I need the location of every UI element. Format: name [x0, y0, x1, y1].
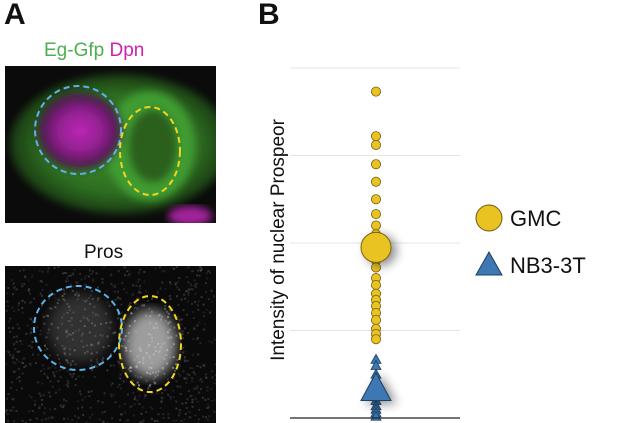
- gmc-point: [370, 159, 381, 170]
- panel-a-top-title: Eg-Gfp Dpn: [44, 40, 144, 62]
- gmc-point: [370, 139, 381, 150]
- eg-gfp-label: Eg-Gfp: [44, 40, 105, 61]
- legend-gmc-marker: [475, 204, 503, 232]
- panel-a-letter: A: [4, 0, 26, 31]
- gmc-point: [370, 194, 381, 205]
- micrograph-eg-gfp-dpn-image: [5, 66, 216, 223]
- gmc-point: [370, 131, 381, 142]
- gmc-outline-top: [119, 106, 181, 196]
- legend-nb3-3t-marker: [475, 250, 503, 276]
- gmc-point: [370, 314, 381, 325]
- micrograph-pros: [5, 266, 216, 423]
- y-axis-label: Intensity of nuclear Prospeor: [268, 118, 289, 361]
- dpn-label: Dpn: [109, 40, 145, 61]
- panel-b-letter: B: [258, 0, 280, 31]
- gmc-point: [370, 209, 381, 220]
- nb-outline-top: [34, 85, 122, 175]
- micrograph-pros-image: [5, 266, 216, 423]
- gmc-mean-marker: [360, 231, 392, 263]
- nb-outline-bottom: [33, 285, 123, 371]
- micrograph-eg-gfp-dpn: [5, 66, 216, 223]
- gmc-point: [370, 279, 381, 290]
- gmc-point: [370, 220, 381, 231]
- gmc-point: [370, 262, 381, 273]
- panel-a-bottom-title: Pros: [84, 242, 124, 263]
- gmc-point: [370, 334, 381, 345]
- gmc-point: [370, 176, 381, 187]
- legend-gmc-label: GMC: [510, 206, 561, 231]
- gmc-point: [370, 86, 381, 97]
- nb3-3t-mean-marker: [360, 371, 392, 401]
- gmc-outline-bottom: [118, 295, 182, 393]
- legend-nb3-3t-label: NB3-3T: [510, 253, 586, 278]
